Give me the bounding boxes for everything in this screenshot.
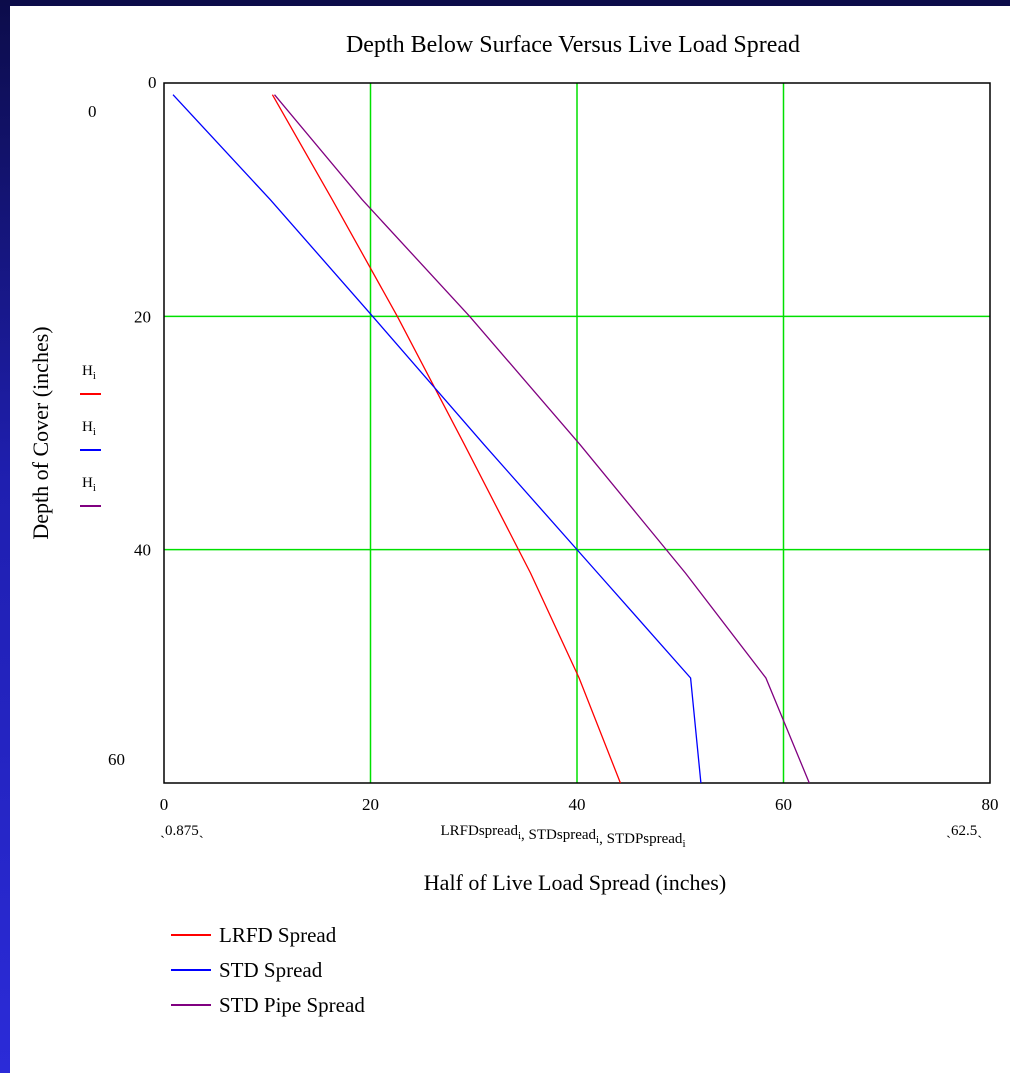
x-expression-label: LRFDspreadi, STDspreadi, STDPspreadi	[440, 823, 685, 850]
series-line	[274, 94, 810, 784]
x-expression-subscript: i	[518, 830, 521, 842]
y-trace-labels: Hi Hi Hi	[80, 363, 101, 507]
x-axis-title: Half of Live Load Spread (inches)	[424, 870, 726, 895]
legend: LRFD Spread STD Spread STD Pipe Spread	[171, 923, 365, 1017]
series-line	[172, 94, 702, 784]
x-tick-label: 40	[569, 795, 586, 814]
legend-label: LRFD Spread	[219, 923, 337, 947]
x-range-low-label: ˏ0.875ˏ	[160, 823, 204, 839]
range-marker-left: ˏ	[160, 823, 165, 839]
x-range-high-label: ˏ62.5ˏ	[946, 823, 982, 839]
y-trace-label: Hi	[82, 419, 96, 438]
plot-frame	[163, 82, 991, 784]
y-tick-labels: 0 20 40 60	[88, 102, 151, 769]
series-lines	[172, 94, 810, 784]
x-expression-subscript: i	[682, 838, 685, 850]
series-line	[271, 94, 622, 784]
range-marker-right: ˏ	[977, 823, 982, 839]
range-marker-left: ˏ	[946, 823, 951, 839]
y-trace-label: Hi	[82, 363, 96, 382]
x-range-high-value: 62.5	[951, 823, 977, 839]
x-tick-label: 80	[982, 795, 999, 814]
x-tick-label: 60	[775, 795, 792, 814]
y-trace-label: Hi	[82, 475, 96, 494]
range-marker-right: ˏ	[199, 823, 204, 839]
y-tick-label: 20	[134, 307, 151, 326]
legend-label: STD Pipe Spread	[219, 993, 365, 1017]
window-side-band	[0, 0, 10, 1073]
y-corner-tick-label: 0	[148, 73, 157, 92]
x-expression-part: , STDspread	[521, 827, 596, 843]
x-tick-label: 20	[362, 795, 379, 814]
x-range-low-value: 0.875	[165, 823, 199, 839]
x-expression-part: , STDPspread	[599, 831, 683, 847]
y-tick-label: 0	[88, 102, 97, 121]
window-top-band	[0, 0, 1010, 6]
x-expression-subscript: i	[596, 834, 599, 846]
x-expression-part: LRFDspread	[440, 823, 518, 839]
y-tick-label: 60	[108, 750, 125, 769]
y-tick-label: 40	[134, 541, 151, 560]
x-tick-labels: 0 20 40 60 80	[160, 795, 999, 814]
grid	[164, 83, 990, 783]
x-tick-label: 0	[160, 795, 169, 814]
chart-title: Depth Below Surface Versus Live Load Spr…	[346, 32, 800, 58]
y-axis-title: Depth of Cover (inches)	[28, 326, 53, 539]
legend-label: STD Spread	[219, 958, 323, 982]
